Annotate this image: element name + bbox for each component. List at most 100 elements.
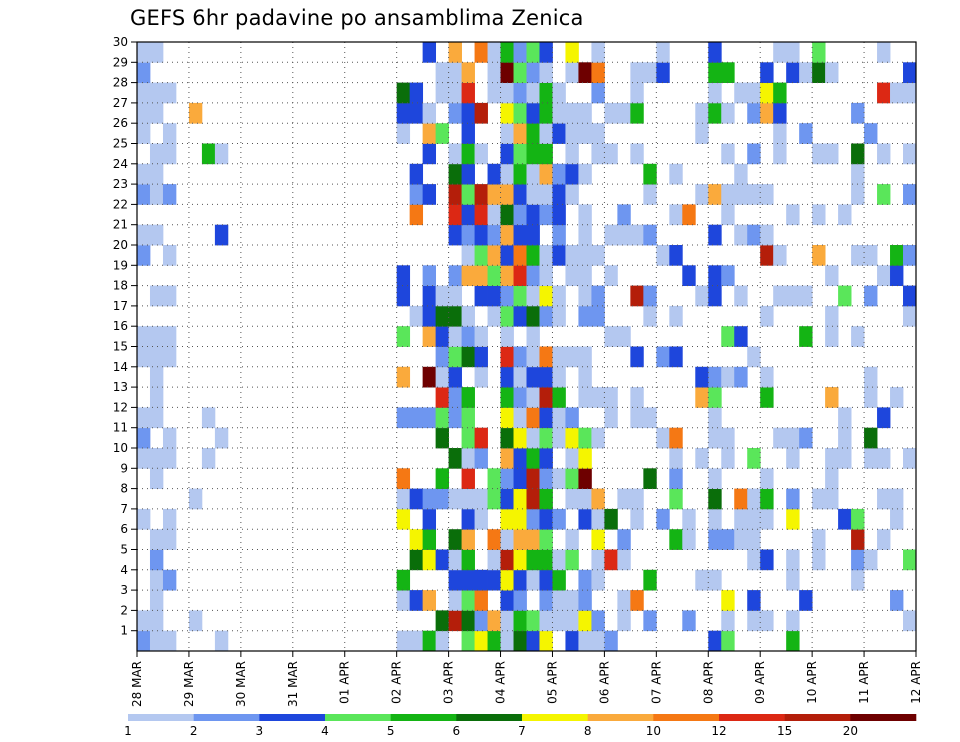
heatmap-cell bbox=[682, 508, 696, 530]
y-tick-label: 21 bbox=[113, 218, 128, 232]
heatmap-cell bbox=[760, 62, 774, 83]
heatmap-cell bbox=[526, 143, 540, 165]
heatmap-cell bbox=[604, 143, 618, 165]
heatmap-cell bbox=[578, 488, 592, 510]
heatmap-cell bbox=[617, 549, 631, 571]
heatmap-cell bbox=[656, 245, 670, 266]
heatmap-cell bbox=[760, 224, 774, 246]
heatmap-cell bbox=[669, 305, 683, 327]
heatmap-cell bbox=[799, 285, 813, 307]
heatmap-cell bbox=[539, 245, 553, 266]
colorbar: 1 2 3 4 5 6 7 8 10 12 15 20 bbox=[124, 714, 917, 738]
heatmap-cell bbox=[500, 224, 514, 246]
heatmap-cell bbox=[422, 508, 437, 530]
heatmap-cell bbox=[656, 42, 670, 63]
heatmap-cell bbox=[435, 346, 449, 368]
heatmap-cell bbox=[162, 326, 177, 347]
heatmap-cell bbox=[669, 346, 683, 368]
heatmap-cell bbox=[760, 549, 774, 571]
heatmap-cell bbox=[487, 245, 501, 266]
heatmap-cell bbox=[578, 468, 592, 489]
heatmap-cell bbox=[890, 590, 904, 611]
heatmap-cell bbox=[708, 529, 722, 550]
colorbar-label: 6 bbox=[453, 724, 461, 738]
heatmap-cell bbox=[487, 82, 501, 104]
heatmap-cell bbox=[396, 468, 411, 489]
heatmap-cell bbox=[760, 610, 774, 632]
heatmap-cell bbox=[461, 549, 475, 571]
heatmap-cell bbox=[162, 123, 177, 144]
heatmap-cell bbox=[669, 448, 683, 469]
heatmap-cell bbox=[500, 82, 514, 104]
heatmap-cell bbox=[552, 366, 566, 388]
heatmap-cell bbox=[552, 407, 566, 429]
heatmap-cell bbox=[513, 508, 527, 530]
heatmap-cell bbox=[760, 82, 774, 104]
heatmap-cell bbox=[461, 123, 475, 144]
heatmap-cell bbox=[695, 448, 709, 469]
heatmap-cell bbox=[422, 630, 437, 652]
x-tick-label: 08 APR bbox=[701, 661, 715, 704]
heatmap-cell bbox=[487, 305, 501, 327]
heatmap-cell bbox=[409, 488, 424, 510]
x-tick-label: 29 MAR bbox=[182, 661, 196, 707]
heatmap-cell bbox=[149, 630, 164, 652]
heatmap-cell bbox=[513, 549, 527, 571]
heatmap-cell bbox=[461, 448, 475, 469]
heatmap-cell bbox=[708, 569, 722, 591]
heatmap-cell bbox=[578, 448, 592, 469]
heatmap-cell bbox=[526, 102, 540, 124]
heatmap-cell bbox=[773, 42, 787, 63]
heatmap-cell bbox=[539, 488, 553, 510]
heatmap-cell bbox=[591, 610, 605, 632]
heatmap-cell bbox=[851, 143, 865, 165]
x-tick-label: 12 APR bbox=[909, 661, 923, 704]
heatmap-cell bbox=[591, 62, 605, 83]
y-tick-label: 24 bbox=[113, 157, 128, 171]
heatmap-cell bbox=[474, 366, 488, 388]
heatmap-cell bbox=[526, 184, 540, 205]
x-tick-label: 09 APR bbox=[753, 661, 767, 704]
heatmap-cell bbox=[448, 42, 462, 63]
heatmap-cell bbox=[448, 163, 462, 185]
heatmap-cell bbox=[630, 82, 644, 104]
heatmap-cell bbox=[578, 630, 592, 652]
heatmap-cell bbox=[630, 387, 644, 408]
heatmap-cell bbox=[162, 427, 177, 449]
heatmap-cell bbox=[747, 488, 761, 510]
heatmap-cell bbox=[539, 529, 553, 550]
heatmap-cell bbox=[526, 82, 540, 104]
heatmap-cells bbox=[137, 42, 917, 652]
heatmap-cell bbox=[617, 529, 631, 550]
heatmap-cell bbox=[513, 184, 527, 205]
heatmap-cell bbox=[786, 285, 800, 307]
heatmap-cell bbox=[656, 508, 670, 530]
heatmap-cell bbox=[591, 549, 605, 571]
heatmap-cell bbox=[669, 427, 683, 449]
heatmap-cell bbox=[409, 407, 424, 429]
heatmap-cell bbox=[552, 346, 566, 368]
heatmap-cell bbox=[591, 508, 605, 530]
heatmap-cell bbox=[591, 285, 605, 307]
heatmap-cell bbox=[539, 590, 553, 611]
heatmap-cell bbox=[643, 569, 657, 591]
heatmap-cell bbox=[578, 590, 592, 611]
heatmap-cell bbox=[422, 590, 437, 611]
heatmap-cell bbox=[500, 407, 514, 429]
heatmap-cell bbox=[851, 184, 865, 205]
colorbar-swatch bbox=[522, 714, 588, 721]
heatmap-cell bbox=[565, 245, 579, 266]
heatmap-cell bbox=[435, 630, 449, 652]
heatmap-cell bbox=[500, 285, 514, 307]
heatmap-cell bbox=[734, 82, 748, 104]
heatmap-cell bbox=[825, 326, 839, 347]
heatmap-cell bbox=[448, 387, 462, 408]
heatmap-cell bbox=[487, 224, 501, 246]
heatmap-cell bbox=[747, 610, 761, 632]
heatmap-cell bbox=[500, 265, 514, 286]
heatmap-cell bbox=[565, 407, 579, 429]
heatmap-cell bbox=[643, 163, 657, 185]
heatmap-cell bbox=[864, 387, 878, 408]
heatmap-cell bbox=[409, 184, 424, 205]
heatmap-cell bbox=[448, 184, 462, 205]
